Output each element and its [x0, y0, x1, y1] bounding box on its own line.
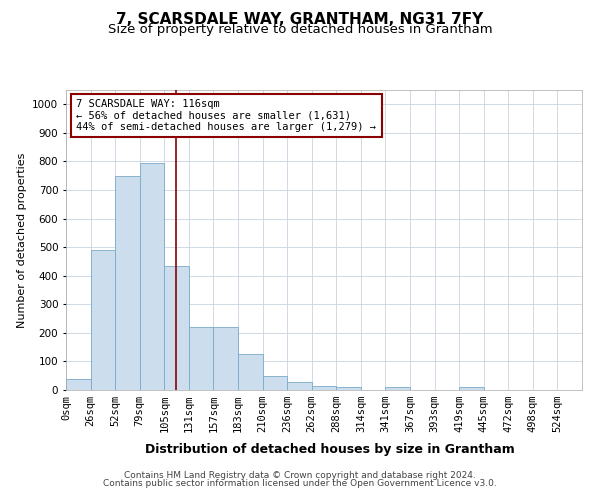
Text: Contains public sector information licensed under the Open Government Licence v3: Contains public sector information licen…: [103, 478, 497, 488]
Bar: [459, 387, 484, 390]
Text: Distribution of detached houses by size in Grantham: Distribution of detached houses by size …: [145, 442, 515, 456]
Bar: [91, 250, 115, 390]
Bar: [214, 327, 238, 390]
Y-axis label: Number of detached properties: Number of detached properties: [17, 152, 26, 328]
Bar: [238, 354, 263, 390]
Bar: [66, 378, 91, 390]
Bar: [115, 176, 140, 390]
Bar: [140, 163, 164, 390]
Text: Contains HM Land Registry data © Crown copyright and database right 2024.: Contains HM Land Registry data © Crown c…: [124, 471, 476, 480]
Bar: [189, 327, 214, 390]
Bar: [287, 382, 312, 390]
Bar: [263, 376, 287, 390]
Bar: [312, 386, 336, 390]
Text: 7 SCARSDALE WAY: 116sqm
← 56% of detached houses are smaller (1,631)
44% of semi: 7 SCARSDALE WAY: 116sqm ← 56% of detache…: [76, 99, 376, 132]
Text: 7, SCARSDALE WAY, GRANTHAM, NG31 7FY: 7, SCARSDALE WAY, GRANTHAM, NG31 7FY: [116, 12, 484, 28]
Bar: [385, 387, 410, 390]
Text: Size of property relative to detached houses in Grantham: Size of property relative to detached ho…: [107, 22, 493, 36]
Bar: [336, 387, 361, 390]
Bar: [164, 266, 189, 390]
